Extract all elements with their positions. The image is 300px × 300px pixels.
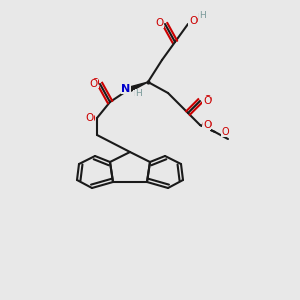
Text: O: O xyxy=(86,113,94,123)
Text: O: O xyxy=(203,120,211,130)
Text: H: H xyxy=(135,88,142,98)
Text: O: O xyxy=(202,95,210,105)
Text: H: H xyxy=(133,89,139,98)
Text: O: O xyxy=(189,16,197,26)
Text: O: O xyxy=(203,96,211,106)
Text: O: O xyxy=(203,95,211,105)
Text: O: O xyxy=(91,78,99,88)
Text: H: H xyxy=(197,14,203,22)
Text: O: O xyxy=(90,79,98,89)
Text: O: O xyxy=(203,120,211,130)
Text: N: N xyxy=(121,84,129,94)
Text: H: H xyxy=(198,13,204,22)
Text: O: O xyxy=(221,127,229,137)
Text: O: O xyxy=(202,120,210,130)
Text: O: O xyxy=(189,16,197,26)
Text: O: O xyxy=(156,18,164,28)
Text: O: O xyxy=(188,16,196,26)
Text: O: O xyxy=(87,114,95,124)
Text: O: O xyxy=(202,121,210,131)
Text: H: H xyxy=(199,11,206,20)
Text: N: N xyxy=(122,84,130,94)
Text: O: O xyxy=(156,18,164,28)
Text: O: O xyxy=(156,18,164,28)
Polygon shape xyxy=(127,82,148,92)
